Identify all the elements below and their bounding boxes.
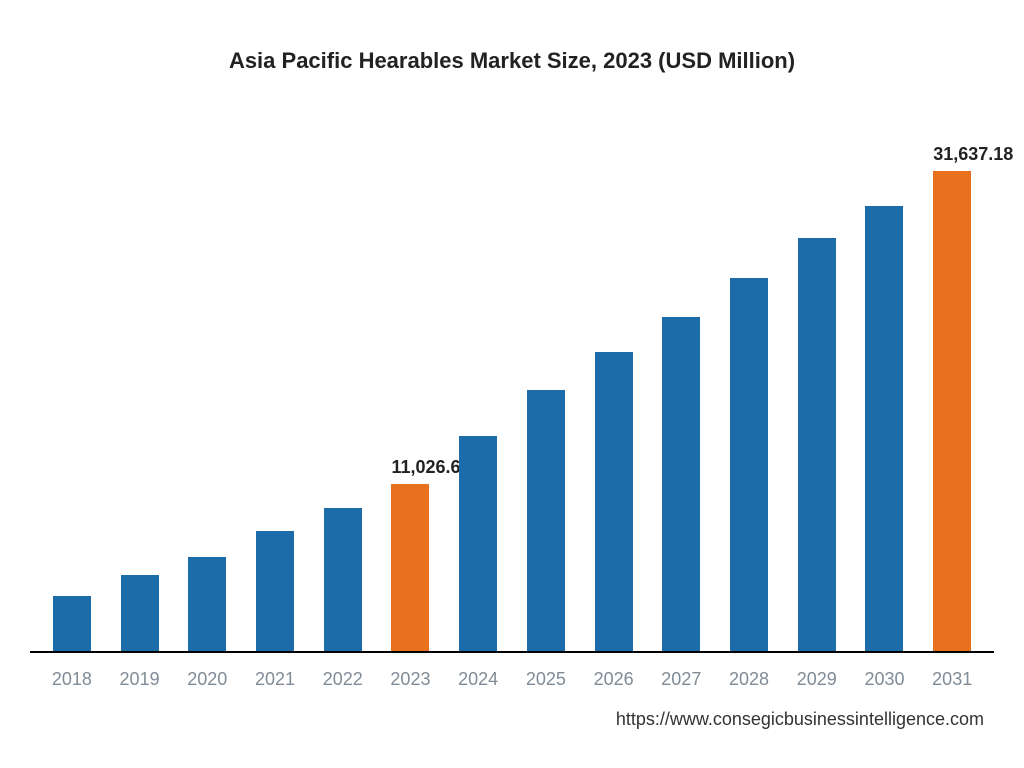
bar <box>662 317 700 651</box>
bar-slot <box>444 120 512 651</box>
x-axis-label: 2025 <box>512 669 580 690</box>
x-axis-labels: 2018201920202021202220232024202520262027… <box>30 669 994 690</box>
x-axis-label: 2023 <box>377 669 445 690</box>
bar-slot <box>512 120 580 651</box>
bar <box>933 171 971 651</box>
bar <box>324 508 362 651</box>
bars-container: 11,026.61 31,637.18 <box>30 120 994 651</box>
bar <box>459 436 497 651</box>
x-axis-label: 2018 <box>38 669 106 690</box>
bar <box>121 575 159 651</box>
bar-slot <box>38 120 106 651</box>
x-axis-label: 2030 <box>851 669 919 690</box>
bar <box>730 278 768 651</box>
bar <box>53 596 91 651</box>
bar <box>391 484 429 651</box>
bar-slot <box>173 120 241 651</box>
x-axis-label: 2022 <box>309 669 377 690</box>
bar-slot <box>783 120 851 651</box>
x-axis-label: 2020 <box>173 669 241 690</box>
bar <box>188 557 226 651</box>
x-axis-label: 2026 <box>580 669 648 690</box>
chart-title: Asia Pacific Hearables Market Size, 2023… <box>0 48 1024 74</box>
x-axis-label: 2021 <box>241 669 309 690</box>
x-axis-label: 2029 <box>783 669 851 690</box>
bar <box>595 352 633 651</box>
bar-slot <box>580 120 648 651</box>
bar-slot <box>241 120 309 651</box>
bar-slot <box>715 120 783 651</box>
bar <box>256 531 294 651</box>
source-url: https://www.consegicbusinessintelligence… <box>0 709 984 730</box>
bar-slot: 31,637.18 <box>918 120 986 651</box>
bar-slot <box>106 120 174 651</box>
x-axis-label: 2027 <box>647 669 715 690</box>
bar <box>865 206 903 651</box>
x-axis-label: 2031 <box>918 669 986 690</box>
x-axis-baseline <box>30 651 994 653</box>
x-axis-label: 2028 <box>715 669 783 690</box>
bar-slot <box>309 120 377 651</box>
bar-slot <box>647 120 715 651</box>
bar-slot <box>851 120 919 651</box>
bar <box>527 390 565 651</box>
bar-value-label: 31,637.18 <box>933 144 1013 165</box>
chart-plot-area: 11,026.61 31,637.18 <box>30 120 994 653</box>
x-axis-label: 2019 <box>106 669 174 690</box>
x-axis-label: 2024 <box>444 669 512 690</box>
bar <box>798 238 836 651</box>
bar-slot: 11,026.61 <box>377 120 445 651</box>
